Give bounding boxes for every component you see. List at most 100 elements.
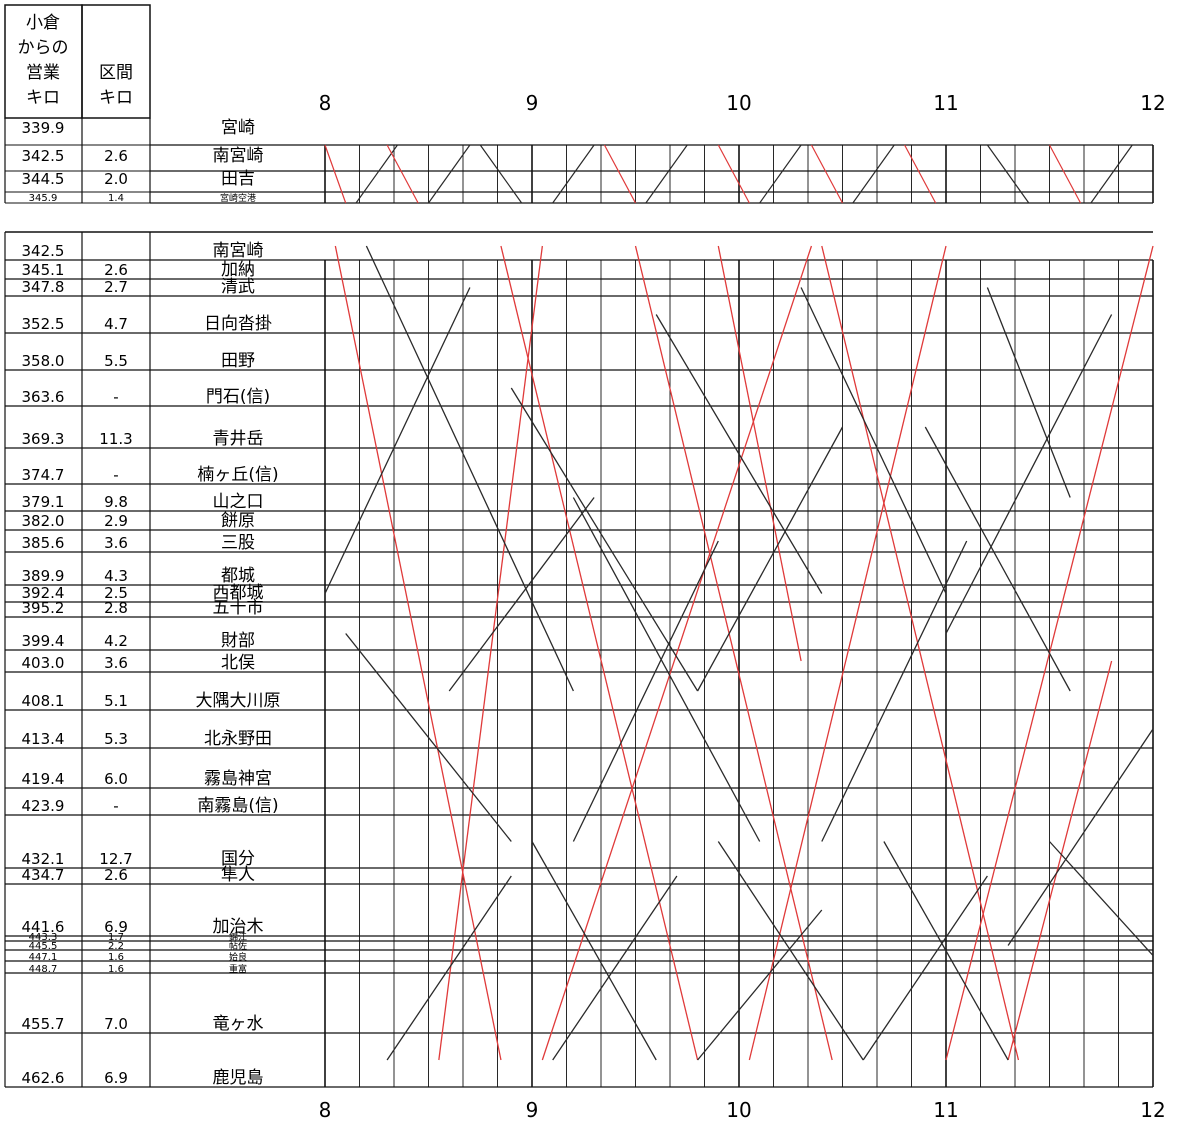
station-km: 399.4 [22, 632, 65, 650]
station-dist: 2.6 [104, 866, 128, 884]
train-line-local [572, 497, 761, 842]
station-dist: - [113, 388, 118, 406]
station-dist: 2.2 [108, 941, 124, 952]
station-dist: 5.3 [104, 730, 128, 748]
train-line-local [510, 387, 699, 692]
train-line-local [572, 540, 719, 842]
station-km: 434.7 [22, 866, 65, 884]
train-line-limited-express [541, 245, 813, 1061]
train-line-limited-express [334, 245, 502, 1061]
station-name: 三股 [221, 533, 255, 553]
train-line-limited-express [386, 144, 419, 204]
station-km: 345.1 [22, 261, 65, 279]
station-km: 395.2 [22, 599, 65, 617]
train-line-local [852, 144, 895, 204]
train-line-local [759, 144, 802, 204]
station-km: 443.3 [29, 932, 58, 943]
station-dist: 12.7 [99, 850, 132, 868]
station-km: 385.6 [22, 534, 65, 552]
station-dist: 1.6 [108, 952, 124, 963]
station-name: 田野 [221, 351, 255, 371]
train-line-local [1090, 144, 1133, 204]
station-km: 342.5 [22, 242, 65, 260]
station-name: 都城 [221, 566, 255, 586]
station-km: 347.8 [22, 278, 65, 296]
station-km: 441.6 [22, 918, 65, 936]
station-name: 錦江 [229, 931, 247, 943]
station-dist: - [113, 466, 118, 484]
train-line-local [552, 875, 678, 1061]
hour-label-top: 10 [726, 91, 751, 115]
train-line-limited-express [717, 245, 802, 662]
station-dist: 1.6 [108, 964, 124, 975]
branch-dist: 1.4 [108, 193, 124, 204]
station-name: 日向沓掛 [204, 314, 272, 334]
branch-station-name: 宮崎空港 [220, 192, 256, 204]
hour-label-bottom: 11 [933, 1098, 958, 1122]
branch-km: 342.5 [22, 147, 65, 165]
train-line-local [1049, 841, 1154, 956]
train-line-local [924, 426, 1071, 692]
station-km: 455.7 [22, 1015, 65, 1033]
station-name: 大隅大川原 [196, 691, 281, 711]
station-name: 楠ヶ丘(信) [197, 465, 278, 485]
station-name: 山之口 [213, 492, 264, 512]
hour-label-bottom: 10 [726, 1098, 751, 1122]
station-km: 413.4 [22, 730, 65, 748]
branch-km: 344.5 [22, 170, 65, 188]
train-line-local [697, 909, 823, 1061]
train-line-local [986, 144, 1030, 204]
station-dist: 6.9 [104, 1069, 128, 1087]
train-line-limited-express [438, 245, 543, 1061]
train-line-local [645, 144, 688, 204]
header-km-label: 営業 [26, 63, 60, 83]
train-line-local [1007, 728, 1154, 946]
station-km: 419.4 [22, 770, 65, 788]
station-km: 408.1 [22, 692, 65, 710]
station-dist: 7.0 [104, 1015, 128, 1033]
station-dist: 2.7 [104, 278, 128, 296]
header-km-label: からの [18, 38, 69, 58]
station-name: 北俣 [221, 653, 255, 673]
train-line-limited-express [1048, 144, 1082, 204]
branch-station-name: 宮崎 [221, 118, 255, 138]
station-dist: - [113, 797, 118, 815]
train-line-limited-express [904, 144, 937, 204]
train-line-local [883, 841, 1009, 1061]
branch-km: 345.9 [29, 193, 58, 204]
train-line-local [717, 841, 864, 1061]
station-dist: 6.9 [104, 918, 128, 936]
station-km: 432.1 [22, 850, 65, 868]
station-km: 462.6 [22, 1069, 65, 1087]
station-dist: 5.1 [104, 692, 128, 710]
train-line-local [655, 314, 823, 594]
station-dist: 6.0 [104, 770, 128, 788]
branch-dist: 2.6 [104, 147, 128, 165]
station-name: 餅原 [221, 511, 255, 531]
station-dist: 5.5 [104, 352, 128, 370]
station-name: 清武 [221, 277, 255, 297]
station-km: 423.9 [22, 797, 65, 815]
branch-km: 339.9 [22, 119, 65, 137]
train-line-local [531, 841, 657, 1061]
train-line-local [552, 144, 595, 204]
station-km: 379.1 [22, 493, 65, 511]
train-line-local [697, 426, 844, 692]
station-km: 363.6 [22, 388, 65, 406]
station-dist: 2.5 [104, 584, 128, 602]
branch-dist: 2.0 [104, 170, 128, 188]
train-line-local [365, 245, 574, 692]
station-km: 447.1 [29, 952, 58, 963]
branch-station-name: 田吉 [221, 169, 255, 189]
train-line-limited-express [500, 245, 699, 1061]
station-km: 448.7 [29, 964, 58, 975]
station-km: 374.7 [22, 466, 65, 484]
hour-label-top: 12 [1140, 91, 1165, 115]
station-km: 352.5 [22, 315, 65, 333]
header-km-label: 小倉 [26, 13, 60, 33]
branch-station-name: 南宮崎 [213, 146, 264, 166]
train-line-local [986, 287, 1071, 498]
station-dist: 3.6 [104, 654, 128, 672]
station-name: 財部 [221, 631, 255, 651]
